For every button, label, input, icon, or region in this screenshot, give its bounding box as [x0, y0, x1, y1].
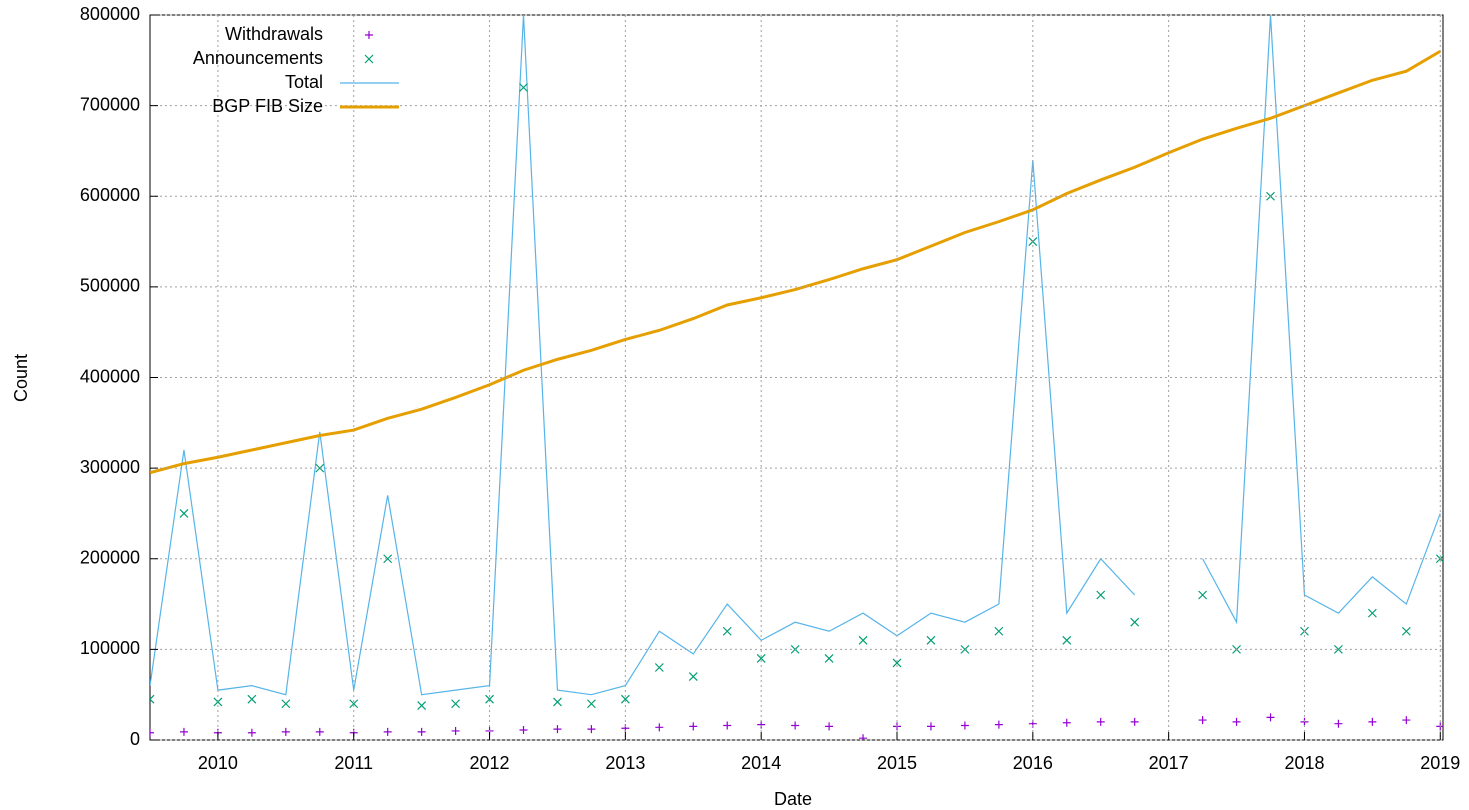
x-tick-label: 2010 [198, 753, 238, 773]
series-point [586, 699, 596, 709]
series-point [417, 727, 426, 736]
series-point [620, 694, 630, 704]
legend-symbol [365, 31, 373, 39]
series-point [1333, 644, 1343, 654]
series-point [756, 654, 766, 663]
series-point [1401, 626, 1411, 636]
series-point [553, 725, 562, 734]
x-tick-label: 2016 [1013, 753, 1053, 773]
series-point [1062, 635, 1072, 645]
series-point [1232, 717, 1241, 726]
series-point [858, 635, 868, 645]
series-point [519, 83, 528, 92]
series-point [349, 699, 359, 709]
series-point [892, 658, 902, 668]
series-point [1130, 717, 1139, 726]
series-line [150, 15, 1441, 696]
series-point [179, 509, 189, 518]
x-tick-label: 2015 [877, 753, 917, 773]
series-point [315, 727, 324, 736]
x-tick-label: 2018 [1284, 753, 1324, 773]
series-point [722, 626, 732, 636]
legend-symbol [364, 54, 374, 64]
series-point [1334, 719, 1343, 728]
series-point [417, 701, 427, 710]
series-point [1096, 590, 1106, 600]
series-point [179, 727, 188, 736]
series-point [960, 644, 970, 654]
series-point [281, 727, 290, 736]
series-point [723, 721, 732, 730]
series-point [1062, 718, 1071, 727]
series-point [150, 728, 154, 737]
x-tick-label: 2017 [1149, 753, 1189, 773]
legend-label: BGP FIB Size [212, 96, 323, 116]
series-point [1130, 617, 1140, 627]
y-axis-label: Count [11, 354, 31, 402]
series-point [688, 672, 698, 681]
x-tick-label: 2012 [470, 753, 510, 773]
series-point [1402, 716, 1411, 725]
series-point [383, 727, 392, 736]
y-tick-label: 100000 [80, 638, 140, 658]
x-tick-label: 2013 [605, 753, 645, 773]
y-tick-label: 700000 [80, 94, 140, 114]
series-point [451, 726, 460, 735]
series-point [994, 720, 1003, 729]
series-point [926, 722, 935, 731]
series-point [655, 723, 664, 732]
x-tick-label: 2011 [334, 753, 373, 773]
series-point [519, 726, 528, 735]
series-point [553, 697, 562, 707]
series-point [825, 722, 834, 731]
series-point [281, 699, 291, 709]
series-point [654, 663, 664, 672]
series-line [150, 49, 1442, 475]
series-point [383, 554, 393, 564]
series-point [1266, 713, 1275, 722]
series-point [247, 694, 257, 704]
series-point [960, 721, 969, 730]
plot-area [150, 15, 1443, 740]
y-tick-label: 500000 [80, 276, 140, 296]
series-point [451, 699, 461, 709]
y-tick-label: 600000 [80, 185, 140, 205]
y-tick-label: 0 [130, 729, 140, 749]
series-point [689, 722, 698, 731]
series-point [926, 635, 936, 645]
y-tick-label: 800000 [80, 4, 140, 24]
legend-label: Total [285, 72, 323, 92]
y-tick-label: 300000 [80, 457, 140, 477]
series-point [1096, 717, 1105, 726]
series-point [150, 694, 155, 704]
x-tick-label: 2019 [1420, 753, 1460, 773]
y-tick-label: 200000 [80, 548, 140, 568]
x-tick-label: 2014 [741, 753, 781, 773]
legend-label: Withdrawals [225, 24, 323, 44]
series-point [1198, 590, 1208, 600]
series-point [994, 626, 1004, 636]
series-point [587, 725, 596, 734]
series-point [859, 734, 868, 740]
series-point [791, 721, 800, 730]
series-point [1367, 608, 1377, 618]
y-tick-label: 400000 [80, 366, 140, 386]
series-point [315, 463, 325, 473]
series-point [247, 728, 256, 737]
series-point [1198, 716, 1207, 725]
x-axis-label: Date [774, 789, 812, 809]
series-point [1368, 717, 1377, 726]
legend-label: Announcements [193, 48, 323, 68]
series-point [485, 694, 494, 704]
series-point [824, 654, 834, 663]
